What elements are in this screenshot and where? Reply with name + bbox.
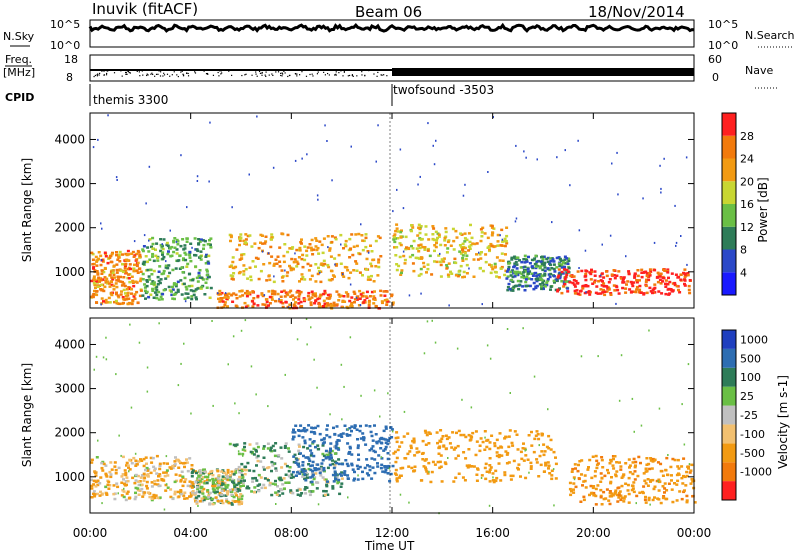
vel-colorbar-segment: [722, 386, 736, 406]
noise-right-tick-bottom: 10^0: [708, 39, 738, 52]
noise-right-tick-top: 10^5: [708, 18, 738, 31]
x-tick-label: 00:00: [73, 526, 108, 540]
nave-label: Nave: [745, 64, 773, 77]
power-ytick-label: 3000: [54, 177, 85, 191]
x-tick-label: 08:00: [274, 526, 309, 540]
power-ytick-label: 2000: [54, 221, 85, 235]
vel-ytick-label: 3000: [54, 382, 85, 396]
power-colorbar-tick: 12: [740, 221, 754, 234]
power-colorbar-tick: 28: [740, 130, 754, 143]
x-tick-label: 00:00: [677, 526, 712, 540]
velocity-heatmap-cells: [90, 318, 697, 515]
vel-colorbar-segment: [722, 348, 736, 368]
nave-trace: [90, 68, 694, 78]
vel-colorbar-tick: 1000: [740, 333, 768, 346]
power-colorbar-tick: 8: [740, 244, 747, 257]
freq-unit-label: [MHz]: [3, 66, 35, 79]
power-colorbar: 4 8 12 16 20 24 28: [721, 112, 754, 296]
power-colorbar-tick: 20: [740, 175, 754, 188]
noise-right-label: N.Search: [745, 29, 795, 42]
x-axis-label: Time UT: [364, 539, 415, 553]
power-ytick-label: 1000: [54, 265, 85, 279]
freq-label: Freq.: [5, 53, 32, 66]
date-title: 18/Nov/2014: [588, 3, 685, 21]
vel-colorbar-tick: 100: [740, 371, 761, 384]
noise-panel: N.Sky 10^5 10^0 10^5 10^0 N.Search: [3, 18, 795, 52]
noise-left-label: N.Sky: [3, 30, 35, 43]
power-colorbar-label: Power [dB]: [756, 177, 770, 242]
cpid-label: CPID: [5, 91, 34, 104]
velocity-colorbar-label: Velocity [m s-1]: [776, 375, 790, 469]
power-colorbar-segment: [722, 113, 736, 136]
freq-panel: Freq. [MHz] 18 8 60 0 Nave: [3, 53, 778, 89]
vel-colorbar-segment: [722, 367, 736, 387]
noise-left-tick-top: 10^5: [50, 18, 80, 31]
freq-right-tick-bottom: 0: [712, 71, 719, 84]
vel-colorbar-tick: -25: [740, 409, 758, 422]
vel-colorbar-segment: [722, 462, 736, 482]
station-title: Inuvik (fitACF): [92, 0, 198, 18]
vel-colorbar-segment: [722, 330, 736, 349]
vel-colorbar-tick: -100: [740, 428, 765, 441]
power-colorbar-segment: [722, 204, 736, 227]
vel-colorbar-tick: -1000: [740, 466, 772, 479]
vel-ytick-label: 4000: [54, 337, 85, 351]
x-tick-label: 16:00: [475, 526, 510, 540]
x-axis: 00:00 04:00 08:00 12:00 16:00 20:00 00:00: [73, 113, 712, 540]
power-colorbar-segment: [722, 181, 736, 204]
power-colorbar-segment: [722, 272, 736, 295]
power-colorbar-tick: 4: [740, 266, 747, 279]
vel-colorbar-tick: 500: [740, 352, 761, 365]
freq-left-tick-top: 18: [64, 53, 78, 66]
power-colorbar-segment: [722, 249, 736, 273]
power-heatmap-cells: [90, 114, 692, 310]
cpid-row: CPID themis 3300 twofsound -3503: [5, 83, 494, 107]
vel-colorbar-segment: [722, 424, 736, 444]
freq-left-tick-bottom: 8: [66, 71, 73, 84]
beam-title: Beam 06: [355, 3, 422, 21]
vel-colorbar-segment: [722, 443, 736, 463]
x-tick-label: 12:00: [375, 526, 410, 540]
power-colorbar-segment: [722, 226, 736, 250]
freq-right-tick-top: 60: [708, 53, 722, 66]
x-tick-label: 04:00: [173, 526, 208, 540]
cpid-program-themis: themis 3300: [93, 93, 168, 107]
power-colorbar-tick: 24: [740, 153, 754, 166]
noise-left-tick-bottom: 10^0: [50, 39, 80, 52]
vel-colorbar-tick: -500: [740, 447, 765, 460]
vel-colorbar-tick: 25: [740, 390, 754, 403]
power-colorbar-segment: [722, 135, 736, 159]
velocity-ylabel: Slant Range [km]: [20, 363, 34, 467]
power-ytick-label: 4000: [54, 132, 85, 146]
noise-trace: [88, 22, 695, 33]
power-colorbar-tick: 16: [740, 198, 754, 211]
power-ylabel: Slant Range [km]: [20, 158, 34, 262]
vel-ytick-label: 1000: [54, 470, 85, 484]
vel-colorbar-segment: [722, 481, 736, 500]
cpid-program-twofsound: twofsound -3503: [393, 83, 494, 97]
velocity-colorbar: 1000 500 100 25 -25 -100 -500 -1000: [721, 329, 772, 501]
power-panel: 1000 2000 3000 4000 Slant Range [km] 4 8 12 16…: [20, 112, 770, 310]
x-tick-label: 20:00: [576, 526, 611, 540]
vel-ytick-label: 2000: [54, 426, 85, 440]
power-colorbar-segment: [722, 158, 736, 182]
vel-colorbar-segment: [722, 405, 736, 425]
velocity-panel: 1000 2000 3000 4000 Slant Range [km] 1000 50…: [20, 317, 790, 515]
